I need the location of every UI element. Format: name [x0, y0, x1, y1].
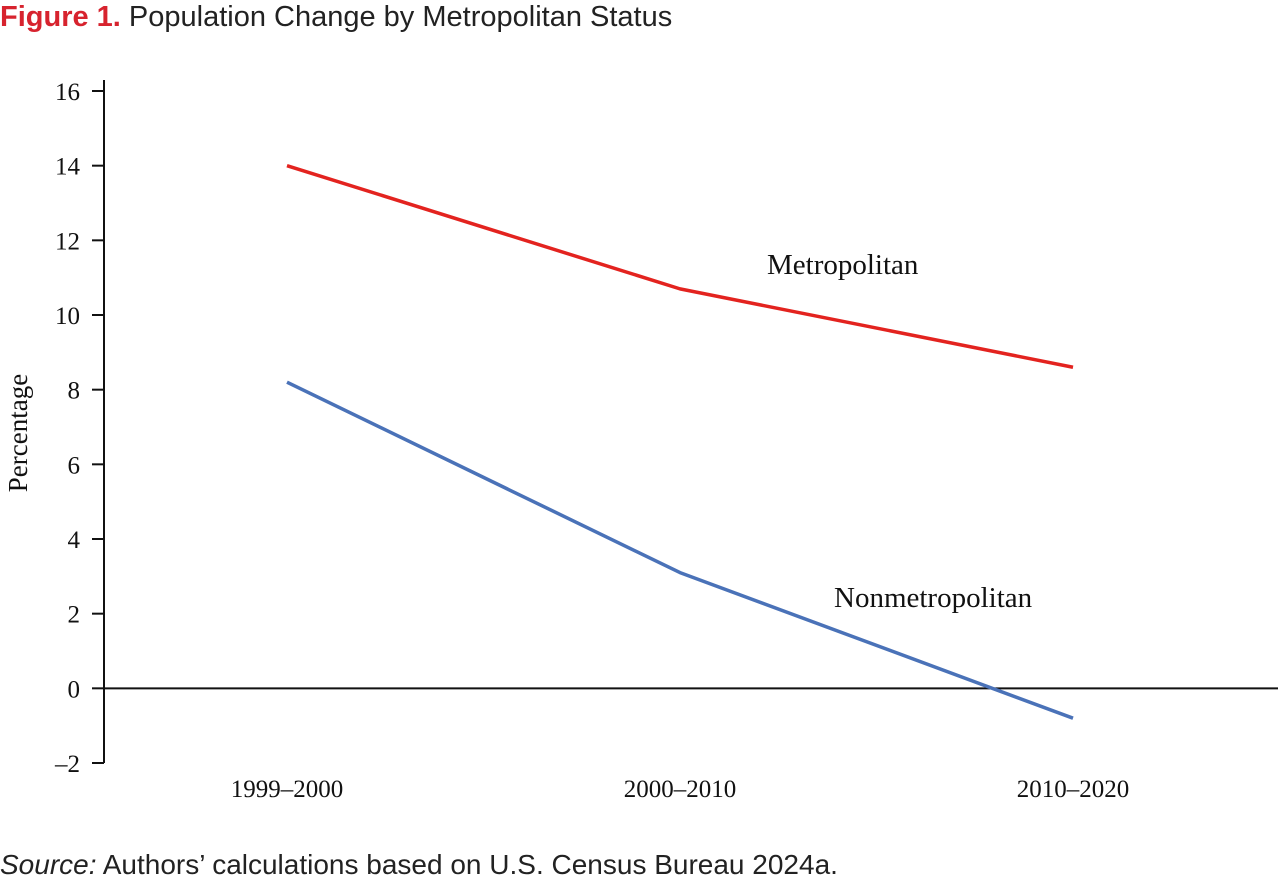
source-note: Source: Authors’ calculations based on U… [0, 848, 838, 882]
y-tick-label: 12 [55, 228, 80, 255]
y-tick-label: 8 [68, 378, 81, 405]
series-label-metropolitan: Metropolitan [767, 249, 919, 281]
y-axis-title: Percentage [3, 374, 33, 492]
series-lines [287, 166, 1073, 719]
source-text: Authors’ calculations based on U.S. Cens… [97, 849, 838, 880]
y-tick-label: 16 [55, 79, 80, 106]
y-tick-label: 10 [55, 303, 80, 330]
y-tick-label: 6 [68, 452, 81, 479]
y-tick-label: 2 [68, 602, 81, 629]
series-labels: Metropolitan Nonmetropolitan [767, 249, 1033, 614]
series-line-metropolitan [287, 166, 1073, 368]
series-label-nonmetropolitan: Nonmetropolitan [834, 582, 1033, 614]
y-tick-label: –2 [54, 751, 80, 778]
x-axis: 1999–2000 2000–2010 2010–2020 [104, 688, 1278, 803]
y-tick-label: 4 [68, 527, 81, 554]
y-axis: –2 0 2 4 6 8 10 12 14 16 [54, 79, 104, 778]
series-line-nonmetropolitan [287, 382, 1073, 718]
x-tick-label: 2000–2010 [624, 776, 737, 803]
y-tick-label: 0 [68, 676, 81, 703]
y-tick-label: 14 [55, 154, 81, 181]
x-tick-label: 1999–2000 [231, 776, 344, 803]
source-label: Source: [0, 849, 97, 880]
line-chart: –2 0 2 4 6 8 10 12 14 16 1999–2000 2000–2010 2010–2… [0, 0, 1280, 840]
x-tick-label: 2010–2020 [1017, 776, 1130, 803]
